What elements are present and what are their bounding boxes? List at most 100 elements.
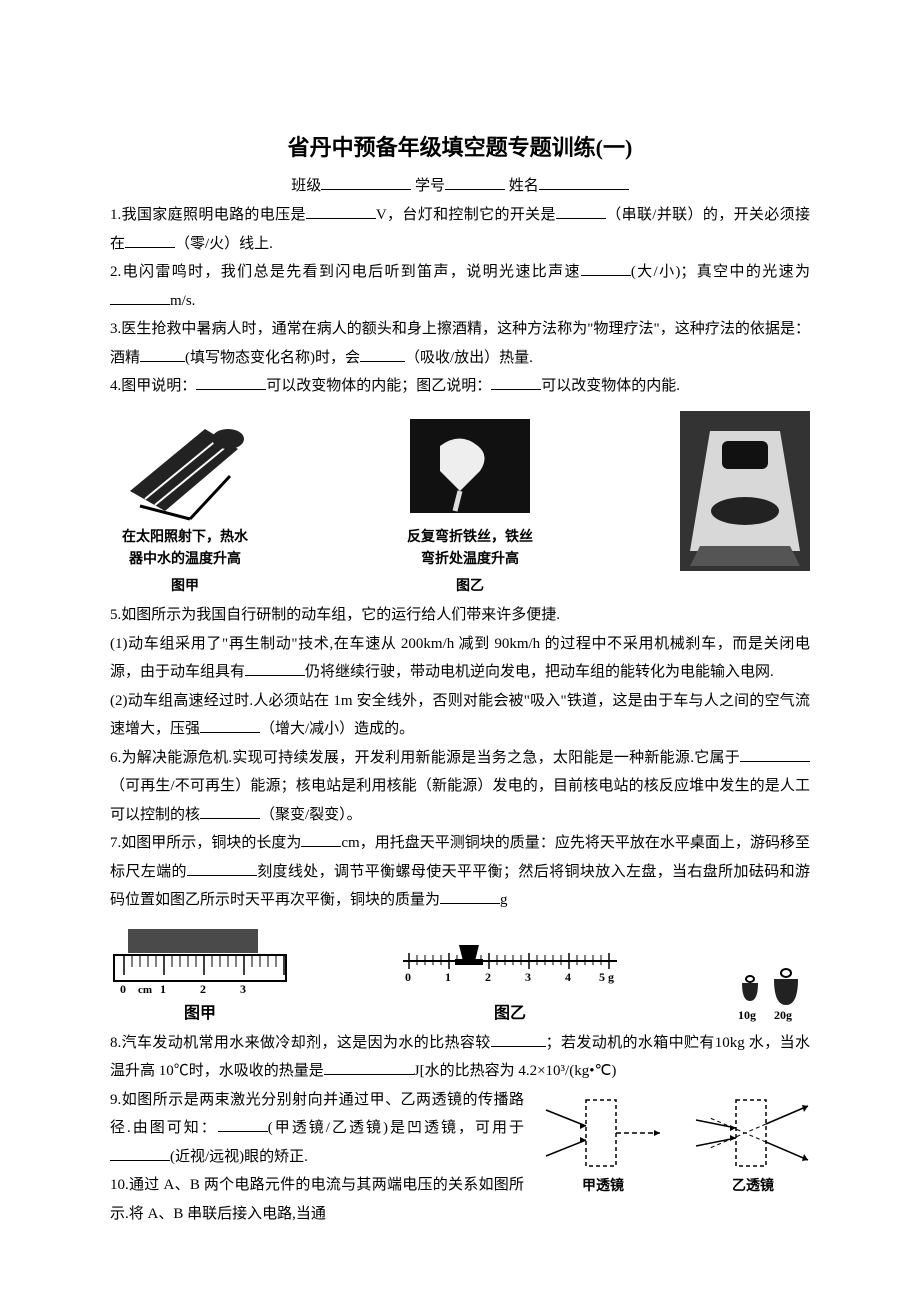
q1-t4: （零/火）线上. — [175, 236, 273, 252]
q9-t2: (甲透镜/乙透镜)是凹透镜，可用于 — [268, 1120, 524, 1136]
name-label: 姓名 — [509, 178, 539, 194]
q6-t3: （聚变/裂变）。 — [260, 807, 362, 823]
balance-figure: 0 1 2 3 4 5 g 图乙 — [395, 935, 625, 1023]
q4-b2 — [491, 374, 541, 390]
q8-t3: J[水的比热容为 4.2×10³/(kg•℃) — [414, 1063, 617, 1079]
q3-b2 — [360, 346, 405, 362]
q4-t3: 可以改变物体的内能. — [541, 378, 680, 394]
svg-text:1: 1 — [160, 982, 166, 995]
q7-t4: g — [500, 892, 508, 908]
question-4: 4.图甲说明： 可以改变物体的内能；图乙说明： 可以改变物体的内能. — [110, 372, 810, 401]
q6-t1: 6.为解决能源危机.实现可持续发展，开发利用新能源是当务之急，太阳能是一种新能源… — [110, 750, 740, 766]
q7-t1: 7.如图甲所示，铜块的长度为 — [110, 835, 301, 851]
question-6: 6.为解决能源危机.实现可持续发展，开发利用新能源是当务之急，太阳能是一种新能源… — [110, 744, 810, 830]
ruler-figure: 0 cm 1 2 3 图甲 — [110, 925, 290, 1023]
q5-t5: （增大/减小）造成的。 — [260, 721, 414, 737]
q4-t1: 4.图甲说明： — [110, 378, 196, 394]
figure-jia: 在太阳照射下，热水 器中水的温度升高 图甲 — [110, 411, 260, 596]
q5-t3: 仍将继续行驶，带动电机逆向发电，把动车组的能转化为电能输入电网. — [305, 664, 774, 680]
q1-t2: V，台灯和控制它的开关是 — [376, 207, 556, 223]
q2-t1: 2.电闪雷鸣时，我们总是先看到闪电后听到笛声，说明光速比声速 — [110, 264, 581, 280]
balance-scale-icon: 0 1 2 3 4 5 g — [395, 935, 625, 995]
svg-text:10g: 10g — [738, 1008, 756, 1022]
class-blank — [321, 174, 411, 190]
q9-b1 — [218, 1116, 268, 1132]
svg-text:3: 3 — [525, 970, 531, 984]
q1-b3 — [125, 232, 175, 248]
svg-text:甲透镜: 甲透镜 — [582, 1177, 624, 1194]
svg-text:0: 0 — [405, 970, 411, 984]
svg-text:3: 3 — [240, 982, 246, 995]
q1-t1: 1.我国家庭照明电路的电压是 — [110, 207, 306, 223]
q1-b1 — [306, 203, 376, 219]
q7-b2 — [187, 860, 257, 876]
q9-b2 — [110, 1145, 170, 1161]
svg-text:cm: cm — [138, 984, 152, 995]
q6-b2 — [200, 803, 260, 819]
figure-row-q7: 0 cm 1 2 3 图甲 — [110, 925, 810, 1023]
lens-figure: 甲透镜 乙透镜 — [540, 1090, 810, 1211]
q7-b1 — [301, 831, 341, 847]
fig-jia-c1: 在太阳照射下，热水 — [122, 527, 248, 549]
train-icon — [680, 411, 810, 571]
q5-t1: 5.如图所示为我国自行研制的动车组，它的运行给人们带来许多便捷. — [110, 601, 810, 630]
svg-text:1: 1 — [445, 970, 451, 984]
q2-t3: m/s. — [170, 293, 195, 309]
fig7-lab2: 图乙 — [494, 999, 526, 1023]
q3-t2: (填写物态变化名称)时，会 — [185, 350, 360, 366]
ruler-icon: 0 cm 1 2 3 — [110, 925, 290, 995]
q5-b2 — [200, 717, 260, 733]
fig-jia-c2: 器中水的温度升高 — [122, 549, 248, 571]
figure-yi: 反复弯折铁丝，铁丝 弯折处温度升高 图乙 — [400, 411, 540, 596]
weights-icon: 10g 20g — [730, 963, 810, 1023]
weights-figure: 10g 20g — [730, 963, 810, 1023]
fig-jia-label: 图甲 — [171, 575, 199, 595]
header-line: 班级 学号 姓名 — [110, 174, 810, 195]
svg-text:4: 4 — [565, 970, 571, 984]
q8-b2 — [324, 1059, 414, 1075]
id-label: 学号 — [415, 178, 445, 194]
q4-b1 — [196, 374, 266, 390]
q5-b1 — [245, 660, 305, 676]
q8-b1 — [491, 1031, 546, 1047]
svg-text:2: 2 — [485, 970, 491, 984]
q2-t2: (大/小)；真空中的光速为 — [631, 264, 810, 280]
fig-yi-c2: 弯折处温度升高 — [407, 549, 533, 571]
svg-text:2: 2 — [200, 982, 206, 995]
question-1: 1.我国家庭照明电路的电压是V，台灯和控制它的开关是（串联/并联）的，开关必须接… — [110, 201, 810, 258]
q8-t1: 8.汽车发动机常用水来做冷却剂，这是因为水的比热容较 — [110, 1035, 491, 1051]
page-title: 省丹中预备年级填空题专题训练(一) — [110, 130, 810, 162]
svg-text:20g: 20g — [774, 1008, 792, 1022]
id-blank — [445, 174, 505, 190]
figure-train — [680, 411, 810, 571]
q9-t3: (近视/远视)眼的矫正. — [170, 1149, 308, 1165]
question-5: 5.如图所示为我国自行研制的动车组，它的运行给人们带来许多便捷. (1)动车组采… — [110, 601, 810, 744]
name-blank — [539, 174, 629, 190]
fig-yi-label: 图乙 — [456, 575, 484, 595]
q2-b1 — [581, 260, 631, 276]
figure-yi-caption: 反复弯折铁丝，铁丝 弯折处温度升高 — [407, 527, 533, 572]
fig7-lab1: 图甲 — [184, 999, 216, 1023]
class-label: 班级 — [291, 178, 321, 194]
q7-b3 — [440, 888, 500, 904]
solar-heater-icon — [110, 411, 260, 521]
question-9-10-block: 甲透镜 乙透镜 — [110, 1086, 810, 1229]
svg-text:0: 0 — [120, 982, 126, 995]
q2-b2 — [110, 289, 170, 305]
figure-row-q4: 在太阳照射下，热水 器中水的温度升高 图甲 反复弯折铁丝，铁丝 弯折处温度升高 … — [110, 411, 810, 596]
q3-b1 — [140, 346, 185, 362]
question-7: 7.如图甲所示，铜块的长度为cm，用托盘天平测铜块的质量：应先将天平放在水平桌面… — [110, 829, 810, 915]
fig-yi-c1: 反复弯折铁丝，铁丝 — [407, 527, 533, 549]
q6-b1 — [740, 746, 810, 762]
svg-text:5 g: 5 g — [599, 970, 614, 984]
question-8: 8.汽车发动机常用水来做冷却剂，这是因为水的比热容较；若发动机的水箱中贮有10k… — [110, 1029, 810, 1086]
q1-b2 — [556, 203, 606, 219]
question-2: 2.电闪雷鸣时，我们总是先看到闪电后听到笛声，说明光速比声速 (大/小)；真空中的… — [110, 258, 810, 315]
lens-diagram-icon: 甲透镜 乙透镜 — [540, 1090, 810, 1200]
figure-jia-caption: 在太阳照射下，热水 器中水的温度升高 — [122, 527, 248, 572]
bending-wire-icon — [400, 411, 540, 521]
question-3: 3.医生抢救中暑病人时，通常在病人的额头和身上擦酒精，这种方法称为"物理疗法"，… — [110, 315, 810, 372]
q4-t2: 可以改变物体的内能；图乙说明： — [266, 378, 491, 394]
q10-t1: 10.通过 A、B 两个电路元件的电流与其两端电压的关系如图所示.将 A、B 串… — [110, 1177, 524, 1222]
q3-t3: （吸收/放出）热量. — [405, 350, 533, 366]
